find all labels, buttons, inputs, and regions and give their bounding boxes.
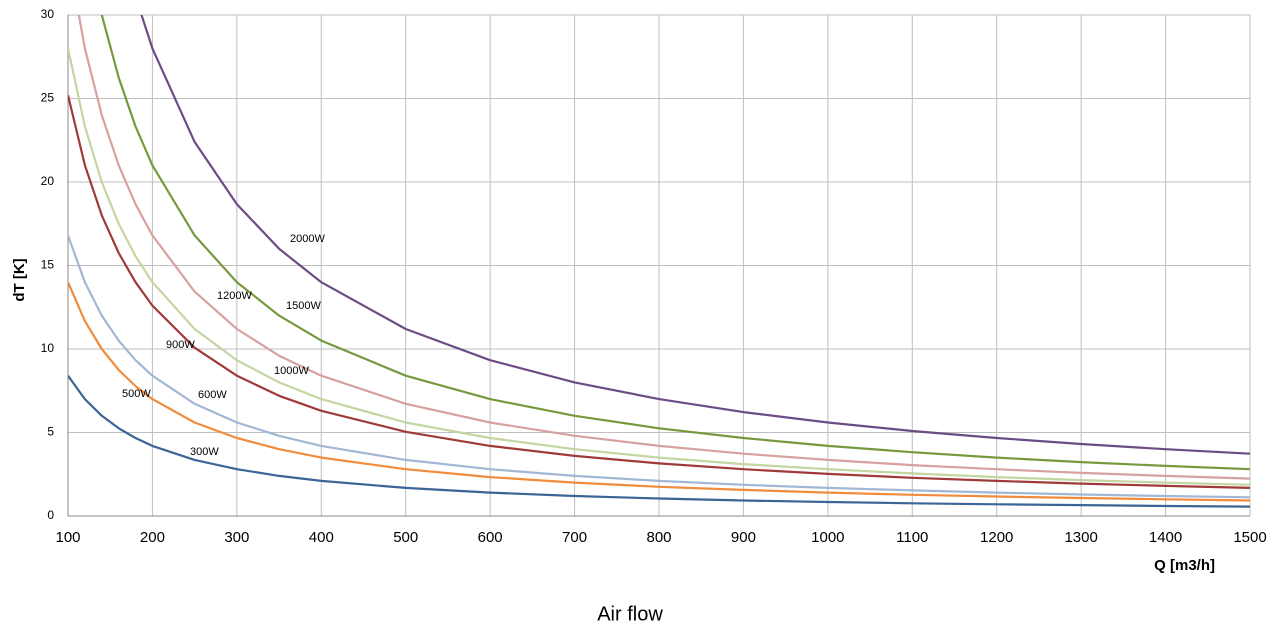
x-tick-label: 1000: [811, 529, 844, 546]
y-tick-label: 30: [41, 7, 55, 21]
series-label: 600W: [198, 389, 227, 401]
series-line: [68, 375, 1250, 508]
series-label: 2000W: [290, 233, 325, 245]
x-tick-label: 1400: [1149, 529, 1182, 546]
series-line: [77, 15, 1250, 480]
series-line: [140, 15, 1250, 455]
y-tick-label: 5: [47, 425, 54, 439]
x-tick-label: 100: [55, 529, 80, 546]
series-label: 1000W: [274, 365, 309, 377]
series-line: [100, 15, 1250, 471]
x-tick-label: 1300: [1064, 529, 1097, 546]
y-tick-label: 25: [41, 91, 55, 105]
series-line: [68, 48, 1250, 486]
series-line: [68, 281, 1250, 502]
series-label: 1200W: [217, 290, 252, 302]
x-tick-label: 700: [562, 529, 587, 546]
y-tick-label: 0: [47, 508, 54, 522]
x-tick-label: 300: [224, 529, 249, 546]
y-tick-label: 20: [41, 174, 55, 188]
y-axis-label: dT [K]: [11, 258, 28, 301]
y-tick-label: 15: [41, 258, 55, 272]
y-tick-label: 10: [41, 341, 55, 355]
x-tick-label: 1500: [1233, 529, 1266, 546]
series-label: 1500W: [286, 300, 321, 312]
plot-area: [68, 15, 1250, 508]
x-axis-label: Q [m3/h]: [1154, 557, 1215, 574]
series-label: 300W: [190, 446, 219, 458]
x-tick-label: 600: [478, 529, 503, 546]
series-line: [68, 94, 1250, 489]
series-label: 500W: [122, 388, 151, 400]
x-tick-label: 1200: [980, 529, 1013, 546]
x-tick-label: 800: [646, 529, 671, 546]
x-tick-label: 900: [731, 529, 756, 546]
caption: Air flow: [597, 603, 663, 625]
x-tick-label: 500: [393, 529, 418, 546]
series-line: [68, 235, 1250, 499]
x-tick-label: 400: [309, 529, 334, 546]
series-label: 900W: [166, 339, 195, 351]
x-tick-label: 200: [140, 529, 165, 546]
x-tick-label: 1100: [896, 529, 928, 546]
